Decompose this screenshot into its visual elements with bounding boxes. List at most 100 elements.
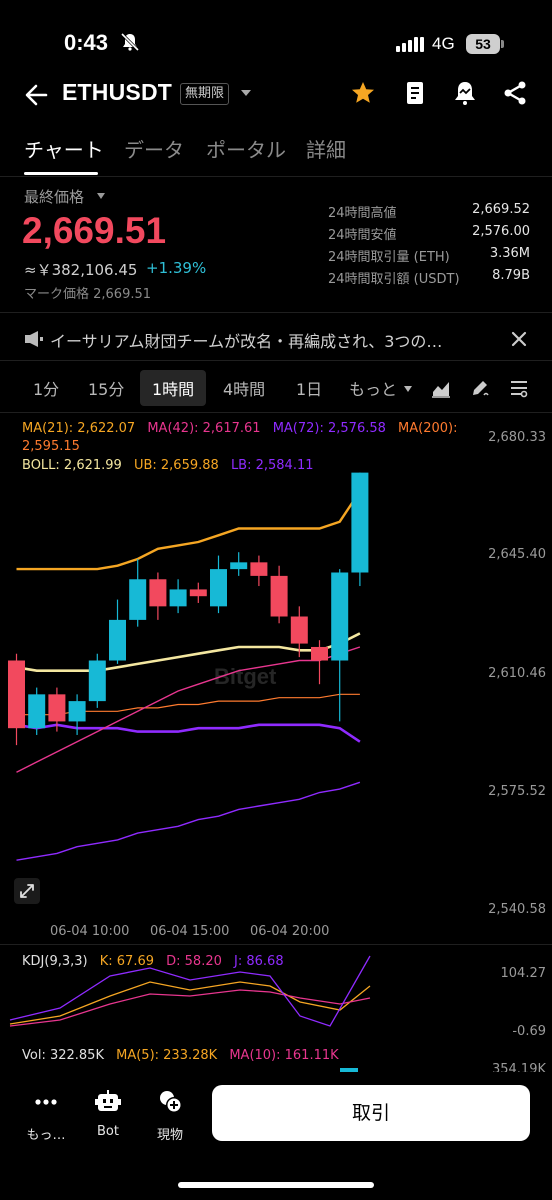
ma42-line	[16, 646, 361, 773]
price-axis-label: 2,575.52	[488, 784, 546, 799]
stat-label: 24時間取引額 (USDT)	[328, 272, 460, 287]
symbol-title[interactable]: ETHUSDT	[62, 79, 173, 105]
stat-row: 24時間取引額 (USDT) 8.79B	[328, 268, 530, 290]
time-axis-label: 06-04 15:00	[150, 924, 230, 939]
candle-body	[109, 619, 126, 661]
stat-label: 24時間高値	[328, 206, 397, 221]
last-price-label[interactable]: 最終価格	[24, 188, 85, 206]
back-arrow-icon[interactable]	[24, 82, 50, 108]
fullscreen-icon[interactable]	[14, 878, 40, 904]
candle-body	[250, 562, 268, 576]
stat-label: 24時間安値	[328, 228, 397, 243]
kdj-panel[interactable]: KDJ(9,3,3) K: 67.69 D: 58.20 J: 86.68 10…	[0, 946, 552, 1039]
stat-row: 24時間高値 2,669.52	[328, 202, 530, 224]
lb-line	[16, 723, 361, 743]
chart-type-icon[interactable]	[431, 378, 451, 398]
price-divider	[0, 312, 552, 313]
tab-chart[interactable]: チャート	[24, 138, 104, 162]
interval-4h[interactable]: 4時間	[223, 380, 266, 399]
ma21-value: MA(21): 2,622.07	[22, 421, 136, 436]
candle-chart-svg[interactable]	[0, 414, 552, 944]
price-chart[interactable]: Bitget MA(21): 2,622.07 MA(42): 2,617.61…	[0, 414, 552, 944]
stat-row: 24時間安値 2,576.00	[328, 224, 530, 246]
contract-type-badge: 無期限	[180, 83, 230, 105]
ma200-value: MA(200): 2,595.15	[22, 421, 458, 454]
battery-icon: 53	[466, 34, 504, 54]
interval-1m[interactable]: 1分	[33, 380, 60, 399]
ma42-value: MA(42): 2,617.61	[147, 421, 261, 436]
candle-body	[149, 579, 167, 607]
volume-panel[interactable]: Vol: 322.85K MA(5): 233.28K MA(10): 161.…	[0, 1040, 552, 1077]
mark-price: マーク価格 2,669.51	[24, 287, 152, 302]
trade-button[interactable]: 取引	[212, 1085, 530, 1141]
vol-ma10: MA(10): 161.11K	[229, 1048, 339, 1063]
bell-mute-icon	[120, 32, 140, 52]
lb-value: LB: 2,584.11	[230, 458, 314, 473]
ma-legend: MA(21): 2,622.07 MA(42): 2,617.61 MA(72)…	[22, 420, 462, 456]
candle-body	[68, 701, 86, 722]
more-menu-button[interactable]: もっ…	[16, 1088, 76, 1143]
caret-down-icon[interactable]	[96, 192, 106, 200]
more-label: もっ…	[26, 1128, 66, 1143]
kdj-axis-label: -0.69	[512, 1024, 546, 1039]
price-axis-label: 2,645.40	[488, 547, 546, 562]
candle-body	[8, 660, 25, 729]
candle-body	[189, 589, 207, 597]
tab-data[interactable]: データ	[124, 138, 184, 162]
star-icon[interactable]	[350, 80, 376, 106]
status-time: 0:43	[64, 30, 109, 55]
price-alert-icon[interactable]	[452, 80, 478, 106]
book-icon[interactable]	[402, 80, 428, 106]
battery-level: 53	[466, 34, 500, 54]
bitget-watermark: Bitget	[214, 664, 277, 689]
interval-bar: 1分 15分 1時間 4時間 1日 もっと	[0, 370, 552, 406]
chart-divider	[0, 944, 552, 945]
candle-body	[28, 694, 46, 729]
interval-1h[interactable]: 1時間	[140, 370, 207, 406]
interval-1d[interactable]: 1日	[296, 380, 323, 399]
price-change: +1.39%	[146, 259, 207, 277]
caret-down-icon[interactable]	[403, 385, 413, 393]
header: ETHUSDT 無期限	[0, 76, 552, 116]
vol-legend: Vol: 322.85K MA(5): 233.28K MA(10): 161.…	[22, 1048, 347, 1063]
kdj-k: K: 67.69	[99, 954, 154, 969]
home-indicator	[178, 1182, 374, 1188]
active-tab-indicator	[24, 172, 98, 175]
stat-label: 24時間取引量 (ETH)	[328, 250, 450, 265]
time-axis-label: 06-04 10:00	[50, 924, 130, 939]
share-icon[interactable]	[502, 80, 528, 106]
kdj-axis-label: 104.27	[500, 966, 547, 981]
spot-button[interactable]: 現物	[140, 1088, 200, 1143]
interval-more[interactable]: もっと	[349, 380, 398, 399]
network-type: 4G	[432, 34, 455, 53]
candle-body	[48, 694, 66, 722]
tab-details[interactable]: 詳細	[306, 138, 346, 162]
news-banner[interactable]: イーサリアム財団チームが改名・再編成され、3つの…	[0, 322, 552, 358]
vol-value: Vol: 322.85K	[22, 1048, 104, 1063]
indicator-settings-icon[interactable]	[509, 378, 529, 398]
price-axis-label: 2,540.58	[488, 902, 546, 917]
kdj-legend: KDJ(9,3,3) K: 67.69 D: 58.20 J: 86.68	[22, 954, 292, 969]
close-icon[interactable]	[511, 331, 527, 347]
tab-portal[interactable]: ポータル	[206, 138, 286, 162]
spot-coins-icon	[160, 1091, 182, 1113]
ma72-line	[16, 781, 361, 861]
candle-body	[331, 572, 349, 661]
ub-line	[16, 490, 361, 571]
draw-tool-icon[interactable]	[470, 378, 490, 398]
chevron-down-icon[interactable]	[240, 88, 252, 98]
interval-15m[interactable]: 15分	[88, 380, 125, 399]
news-text[interactable]: イーサリアム財団チームが改名・再編成され、3つの…	[50, 332, 443, 351]
candle-body	[230, 562, 248, 570]
kdj-label: KDJ(9,3,3)	[22, 954, 88, 969]
candle-body	[210, 569, 227, 607]
robot-icon	[95, 1090, 121, 1111]
boll-value: BOLL: 2,621.99	[22, 458, 122, 473]
stats-table: 24時間高値 2,669.52 24時間安値 2,576.00 24時間取引量 …	[328, 202, 530, 290]
boll-legend: BOLL: 2,621.99 UB: 2,659.88 LB: 2,584.11	[22, 458, 322, 473]
ub-value: UB: 2,659.88	[133, 458, 219, 473]
bot-button[interactable]: Bot	[78, 1088, 138, 1139]
vol-ma5: MA(5): 233.28K	[116, 1048, 218, 1063]
interval-divider	[0, 412, 552, 413]
kdj-d: D: 58.20	[166, 954, 222, 969]
